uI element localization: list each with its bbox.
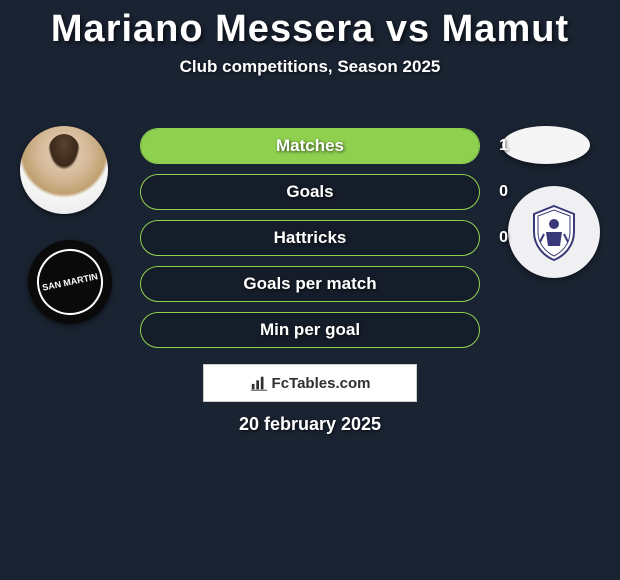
player-photo-left <box>20 126 108 214</box>
stat-value-right: 0 <box>499 174 508 210</box>
stat-row: Hattricks0 <box>140 220 480 256</box>
stat-row: Goals0 <box>140 174 480 210</box>
shield-icon <box>524 202 584 262</box>
brand-box[interactable]: FcTables.com <box>203 364 417 402</box>
stat-row: Goals per match <box>140 266 480 302</box>
stat-row: Matches1 <box>140 128 480 164</box>
player-photo-right <box>502 126 590 164</box>
stat-label: Goals per match <box>140 266 480 302</box>
club-logo-left: SAN MARTIN <box>28 240 112 324</box>
date-line: 20 february 2025 <box>0 414 620 435</box>
stats-area: Matches1 Goals0 Hattricks0 Goals per match M… <box>140 128 480 358</box>
club-logo-left-text: SAN MARTIN <box>31 243 109 321</box>
stat-row: Min per goal <box>140 312 480 348</box>
page-subtitle: Club competitions, Season 2025 <box>0 57 620 77</box>
bar-chart-icon <box>250 374 268 392</box>
club-logo-right <box>508 186 600 278</box>
stat-label: Hattricks <box>140 220 480 256</box>
stat-value-right: 0 <box>499 220 508 256</box>
stat-label: Matches <box>140 128 480 164</box>
stat-label: Min per goal <box>140 312 480 348</box>
stat-value-right: 1 <box>499 128 508 164</box>
brand-text: FcTables.com <box>272 375 371 392</box>
stat-label: Goals <box>140 174 480 210</box>
page-title: Mariano Messera vs Mamut <box>0 8 620 51</box>
